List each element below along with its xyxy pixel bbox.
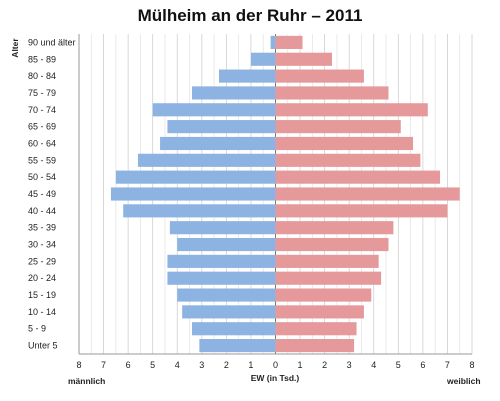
bar-male xyxy=(169,221,276,235)
x-tick-label: 4 xyxy=(175,360,180,370)
category-label: 35 - 39 xyxy=(28,223,56,233)
bar-male xyxy=(199,339,276,353)
male-label: männlich xyxy=(68,376,105,386)
bar-female xyxy=(275,52,332,66)
x-tick-label: 8 xyxy=(469,360,474,370)
x-tick-label: 0 xyxy=(273,360,278,370)
bar-male xyxy=(177,237,276,252)
x-tick-label: 6 xyxy=(126,360,131,370)
bar-male xyxy=(110,187,276,201)
bar-male xyxy=(270,35,276,49)
bar-female xyxy=(275,187,460,201)
category-label: 20 - 24 xyxy=(28,273,56,283)
bar-male xyxy=(152,103,276,117)
x-tick-labels: 8 7 6 5 4 3 2 1 0 1 2 3 4 5 6 7 8 xyxy=(76,360,474,370)
category-label: 5 - 9 xyxy=(28,324,46,334)
bar-male xyxy=(182,305,276,319)
category-label: Unter 5 xyxy=(28,341,58,351)
x-axis-label: EW (in Tsd.) xyxy=(251,373,300,383)
bar-male xyxy=(191,322,276,336)
bar-male xyxy=(191,86,276,100)
bar-male xyxy=(160,136,276,151)
bar-male xyxy=(250,52,276,66)
bar-male xyxy=(115,170,276,184)
bar-male xyxy=(167,271,276,285)
bar-female xyxy=(275,204,448,218)
x-tick-label: 1 xyxy=(248,360,253,370)
x-tick-label: 6 xyxy=(420,360,425,370)
category-label: 10 - 14 xyxy=(28,307,56,317)
bar-female xyxy=(275,153,421,167)
category-label: 50 - 54 xyxy=(28,172,56,182)
category-labels: 90 und älter 85 - 89 80 - 84 75 - 79 70 - 74… xyxy=(28,37,76,350)
x-tick-label: 3 xyxy=(347,360,352,370)
category-label: 65 - 69 xyxy=(28,122,56,132)
x-tick-label: 3 xyxy=(199,360,204,370)
female-label: weiblich xyxy=(446,376,481,386)
y-axis-label: Alter xyxy=(10,38,20,58)
bar-male xyxy=(167,254,276,268)
bar-female xyxy=(275,35,303,49)
category-label: 85 - 89 xyxy=(28,54,56,64)
category-label: 15 - 19 xyxy=(28,290,56,300)
category-label: 40 - 44 xyxy=(28,206,56,216)
bar-female xyxy=(275,120,401,134)
x-tick-label: 2 xyxy=(322,360,327,370)
x-tick-label: 4 xyxy=(371,360,376,370)
category-label: 55 - 59 xyxy=(28,155,56,165)
bar-male xyxy=(167,120,276,134)
x-tick-label: 7 xyxy=(445,360,450,370)
x-tick-label: 1 xyxy=(298,360,303,370)
bar-female xyxy=(275,221,394,235)
category-label: 90 und älter xyxy=(28,37,76,47)
x-tick-label: 8 xyxy=(76,360,81,370)
x-tick-label: 5 xyxy=(396,360,401,370)
category-label: 30 - 34 xyxy=(28,240,56,250)
category-label: 75 - 79 xyxy=(28,88,56,98)
bar-female xyxy=(275,237,389,252)
bar-female xyxy=(275,271,382,285)
bar-female xyxy=(275,170,441,184)
category-label: 80 - 84 xyxy=(28,71,56,81)
category-label: 45 - 49 xyxy=(28,189,56,199)
bars-layer xyxy=(110,35,460,353)
bar-female xyxy=(275,86,389,100)
category-label: 25 - 29 xyxy=(28,256,56,266)
bar-female xyxy=(275,103,428,117)
category-label: 60 - 64 xyxy=(28,138,56,148)
bar-female xyxy=(275,69,364,83)
bar-male xyxy=(177,288,276,302)
bar-male xyxy=(219,69,276,83)
bar-female xyxy=(275,339,355,353)
bar-female xyxy=(275,322,357,336)
chart-title: Mülheim an der Ruhr – 2011 xyxy=(137,6,363,25)
bar-male xyxy=(137,153,276,167)
bar-female xyxy=(275,288,372,302)
bar-female xyxy=(275,254,379,268)
category-label: 70 - 74 xyxy=(28,105,56,115)
bar-female xyxy=(275,136,414,151)
x-tick-label: 5 xyxy=(150,360,155,370)
x-tick-label: 7 xyxy=(101,360,106,370)
bar-female xyxy=(275,305,364,319)
bar-male xyxy=(123,204,276,218)
x-tick-label: 2 xyxy=(224,360,229,370)
